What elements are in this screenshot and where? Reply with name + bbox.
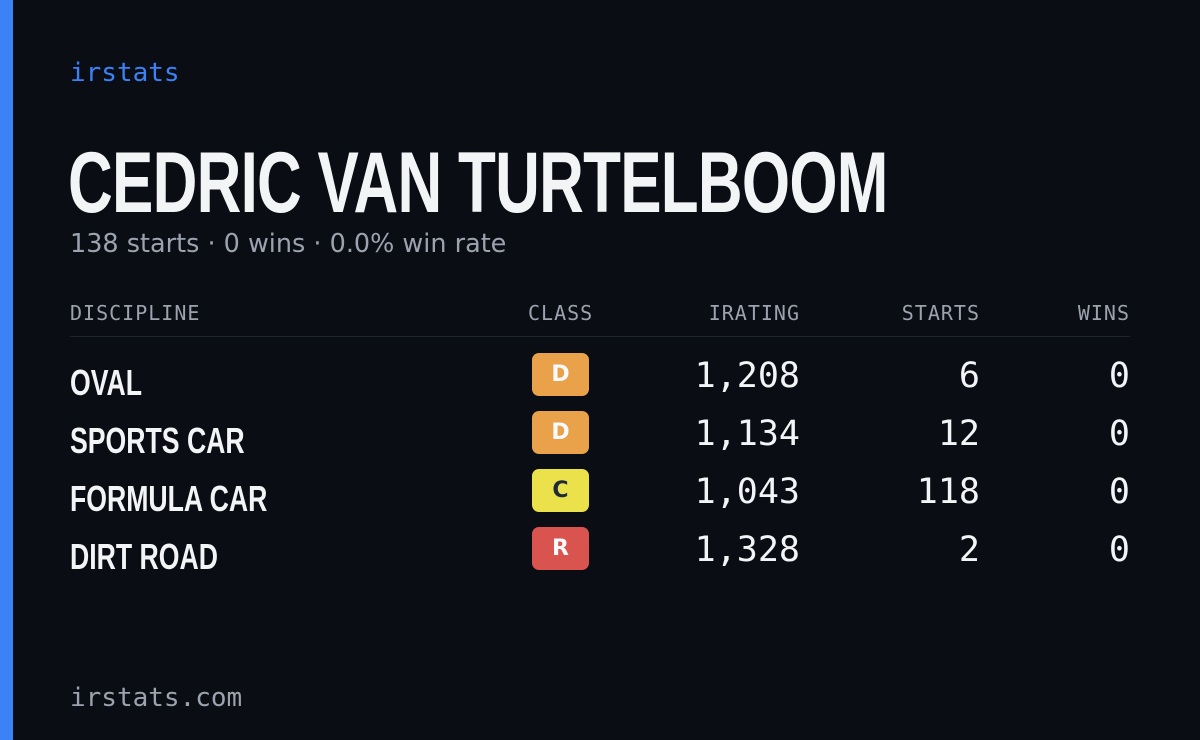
class-badge: R [532,527,589,570]
table-body: OVAL D 1,208 6 0 SPORTS CAR D 1,134 12 0… [70,337,1130,585]
table-header: DISCIPLINE CLASS IRATING STARTS WINS [70,296,1130,337]
header-class: CLASS [528,301,594,325]
brand-logo-text: irstats [70,58,180,88]
table-row: SPORTS CAR D 1,134 12 0 [70,411,1130,469]
wins-value: 0 [1108,356,1130,396]
header-irating: IRATING [708,301,800,325]
wins-value: 0 [1108,530,1130,570]
header-discipline: DISCIPLINE [70,301,201,325]
table-row: DIRT ROAD R 1,328 2 0 [70,527,1130,585]
starts-value: 12 [937,414,980,454]
driver-name: CEDRIC VAN TURTELBOOM [68,135,888,231]
footer-domain: irstats.com [70,683,243,713]
class-badge: C [532,469,589,512]
starts-value: 6 [958,356,980,396]
table-row: OVAL D 1,208 6 0 [70,353,1130,411]
discipline-name: SPORTS CAR [70,420,245,461]
driver-summary: 138 starts · 0 wins · 0.0% win rate [70,229,507,259]
irating-value: 1,134 [694,414,800,454]
discipline-name: FORMULA CAR [70,478,268,519]
starts-value: 118 [916,472,980,512]
stats-table: DISCIPLINE CLASS IRATING STARTS WINS OVA… [70,296,1130,585]
wins-value: 0 [1108,414,1130,454]
accent-bar [0,0,13,740]
irating-value: 1,043 [694,472,800,512]
discipline-name: OVAL [70,362,143,403]
table-row: FORMULA CAR C 1,043 118 0 [70,469,1130,527]
wins-value: 0 [1108,472,1130,512]
irating-value: 1,328 [694,530,800,570]
starts-value: 2 [958,530,980,570]
class-badge: D [532,353,589,396]
irating-value: 1,208 [694,356,800,396]
header-wins: WINS [1077,301,1130,325]
class-badge: D [532,411,589,454]
discipline-name: DIRT ROAD [70,536,218,577]
header-starts: STARTS [901,301,980,325]
